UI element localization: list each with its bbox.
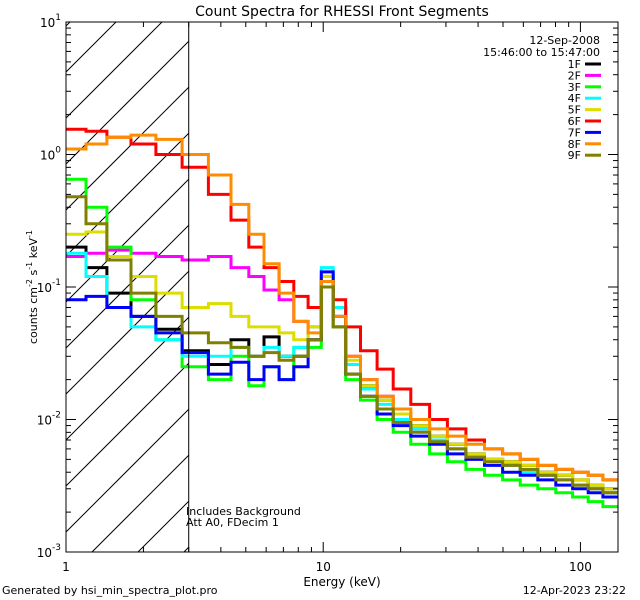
x-axis-label: Energy (keV) <box>303 575 380 589</box>
y-tick-exponent: -2 <box>52 411 61 421</box>
time-range-label: 15:46:00 to 15:47:00 <box>483 46 600 59</box>
y-tick-label: 100 <box>40 146 61 163</box>
legend-label-5F: 5F <box>568 104 581 117</box>
legend-label-6F: 6F <box>568 115 581 128</box>
date-label: 12-Sep-2008 <box>529 34 600 47</box>
hatch-line <box>66 178 190 303</box>
y-tick-base: 10 <box>37 546 52 560</box>
y-label-part: s <box>27 269 40 278</box>
y-tick-exponent: -1 <box>52 278 61 288</box>
excluded-energy-hatch <box>66 22 190 552</box>
annotation-background: Includes Background <box>186 505 301 518</box>
x-tick-label: 10 <box>316 560 331 574</box>
legend-label-1F: 1F <box>568 58 581 71</box>
legend-label-3F: 3F <box>568 81 581 94</box>
hatch-line <box>66 22 163 119</box>
legend-label-2F: 2F <box>568 69 581 82</box>
y-tick-exponent: 1 <box>55 13 61 23</box>
hatch-line <box>137 500 190 552</box>
footer-timestamp: 12-Apr-2023 23:22 <box>523 584 626 597</box>
y-tick-exponent: -3 <box>52 543 61 553</box>
hatch-line <box>91 454 190 552</box>
series-8F <box>66 133 618 482</box>
y-tick-exponent: 0 <box>55 146 61 156</box>
series-9F <box>66 195 618 495</box>
hatch-line <box>66 316 190 441</box>
y-label-exp: -2 <box>25 279 34 287</box>
legend-label-8F: 8F <box>568 138 581 151</box>
y-tick-label: 10-3 <box>37 543 61 560</box>
y-tick-base: 10 <box>40 16 55 30</box>
y-tick-label: 101 <box>40 13 61 30</box>
legend-label-4F: 4F <box>568 92 581 105</box>
y-label-exp: -1 <box>25 262 34 270</box>
hatch-line <box>66 408 190 533</box>
legend-label-7F: 7F <box>568 126 581 139</box>
x-tick-label: 100 <box>569 560 592 574</box>
y-label-part: keV <box>27 238 40 262</box>
y-label-part: counts cm <box>27 287 40 344</box>
hatch-line <box>66 362 190 487</box>
series-layer <box>66 127 618 509</box>
y-tick-label: 10-2 <box>37 411 61 428</box>
y-tick-base: 10 <box>40 149 55 163</box>
y-axis-label: counts cm-2 s-1 keV-1 <box>25 230 40 344</box>
footer-generated-by: Generated by hsi_min_spectra_plot.pro <box>2 584 218 597</box>
hatch-line <box>183 546 190 552</box>
y-tick-label: 10-1 <box>37 278 61 295</box>
y-tick-base: 10 <box>37 281 52 295</box>
y-tick-base: 10 <box>37 414 52 428</box>
hatch-line <box>66 224 190 349</box>
legend-label-9F: 9F <box>568 149 581 162</box>
hatch-line <box>66 22 71 27</box>
y-label-exp: -1 <box>25 230 34 238</box>
annotation-attenuator: Att A0, FDecim 1 <box>186 516 279 529</box>
hatch-line <box>66 22 117 73</box>
x-tick-label: 1 <box>62 560 70 574</box>
chart-title: Count Spectra for RHESSI Front Segments <box>195 4 489 20</box>
